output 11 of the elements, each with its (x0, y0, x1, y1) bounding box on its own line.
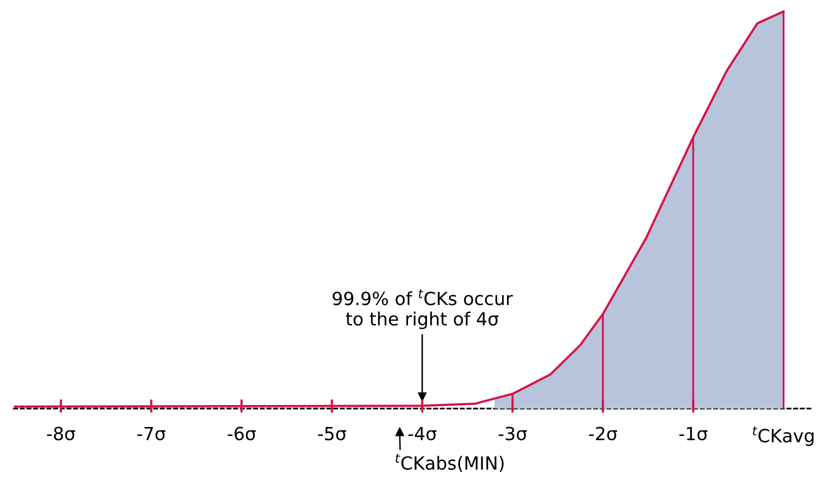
x-tick-label: -1σ (679, 426, 708, 440)
x-tick-label: -8σ (47, 426, 76, 440)
annotation: 99.9% of $^{t}$CKs occur to the right of 4σ (332, 289, 513, 330)
x-tick-label: -3σ (498, 426, 527, 440)
x-tick-label: -2σ (589, 426, 618, 440)
x-tick-label: $^{t}$CKavg (752, 426, 814, 446)
x-tick-label: -5σ (318, 426, 346, 440)
x-tick-label: -7σ (137, 426, 166, 440)
x-tick-label: -6σ (228, 426, 256, 440)
text: $^{t}$CKabs(MIN) (396, 454, 504, 472)
x-tick-label: -4σ (408, 426, 436, 440)
